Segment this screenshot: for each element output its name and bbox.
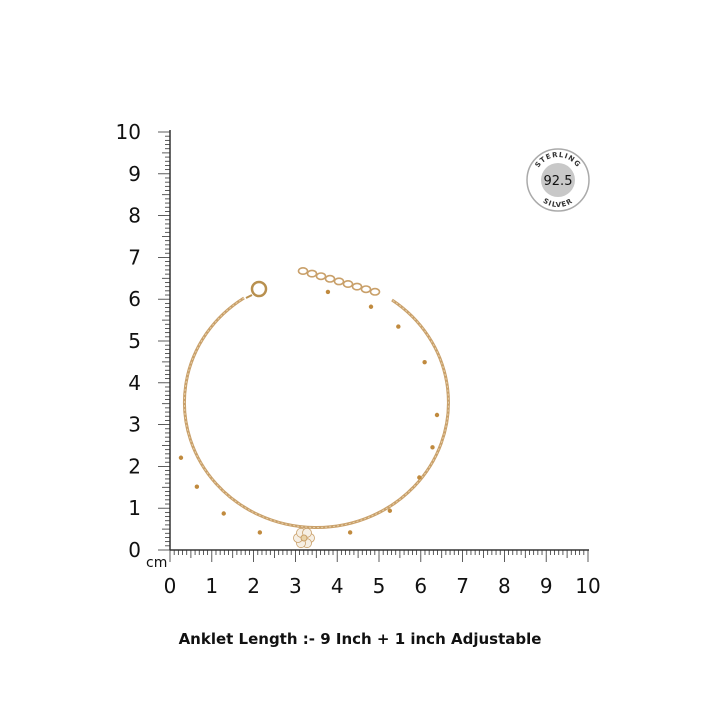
chain-link: [342, 279, 354, 288]
bead: [368, 304, 374, 309]
bead: [387, 508, 393, 513]
badge-center-text: 92.5: [544, 174, 573, 189]
vertical-tick-label: 4: [128, 371, 141, 395]
badge-bottom-text: SILVER: [542, 197, 574, 209]
vertical-tick-label: 6: [128, 287, 141, 311]
horizontal-tick-label: 1: [205, 574, 218, 598]
vertical-tick-label: 1: [128, 496, 141, 520]
bead: [194, 484, 200, 489]
bead: [325, 289, 331, 295]
horizontal-tick-label: 5: [373, 574, 386, 598]
vertical-tick-label: 7: [128, 245, 141, 269]
horizontal-tick-label: 6: [414, 574, 427, 598]
vertical-tick-label: 2: [128, 454, 141, 478]
bead: [347, 530, 353, 535]
bead: [417, 475, 422, 480]
vertical-tick-label: 5: [128, 329, 141, 353]
bead: [396, 324, 401, 329]
anklet-beads: [178, 289, 440, 535]
chain-link: [315, 272, 327, 281]
horizontal-tick-label: 4: [331, 574, 344, 598]
vertical-tick-label: 10: [116, 120, 141, 144]
bead: [221, 511, 226, 516]
horizontal-ruler: 0 1 2 3 4 5 6 7 8 9 10: [164, 549, 601, 598]
unit-label: cm: [146, 555, 167, 571]
horizontal-tick-label: 2: [247, 574, 260, 598]
chain-link: [360, 285, 372, 294]
chain-link: [333, 277, 345, 286]
vertical-ruler: 0 1 2 3 4 5 6 7 8 9 10: [116, 120, 171, 562]
anklet: [178, 266, 450, 549]
vertical-tick-label: 9: [128, 162, 141, 186]
chain-link: [351, 282, 363, 291]
horizontal-tick-label: 9: [540, 574, 553, 598]
bead: [257, 530, 263, 535]
chain-link: [369, 287, 381, 296]
sterling-silver-badge: STERLING SILVER 92.5: [526, 148, 590, 212]
horizontal-tick-label: 8: [498, 574, 511, 598]
horizontal-tick-label: 0: [164, 574, 177, 598]
vertical-tick-label: 3: [128, 413, 141, 437]
bead: [178, 455, 184, 460]
bead: [434, 412, 440, 418]
horizontal-tick-label: 10: [575, 574, 600, 598]
chain-link: [324, 274, 336, 283]
spring-clasp: [245, 280, 268, 299]
chain-link: [306, 269, 318, 278]
chain-link: [297, 266, 309, 275]
bead: [422, 359, 427, 365]
caption: Anklet Length :- 9 Inch + 1 inch Adjusta…: [178, 630, 542, 648]
horizontal-tick-label: 3: [289, 574, 302, 598]
vertical-tick-label: 0: [128, 538, 141, 562]
extension-chain: [297, 266, 381, 296]
horizontal-tick-label: 7: [456, 574, 469, 598]
bead: [430, 445, 435, 450]
flower-charm: [293, 527, 315, 549]
vertical-tick-label: 8: [128, 204, 141, 228]
svg-text:SILVER: SILVER: [542, 197, 575, 209]
anklet-chain: [182, 296, 450, 529]
